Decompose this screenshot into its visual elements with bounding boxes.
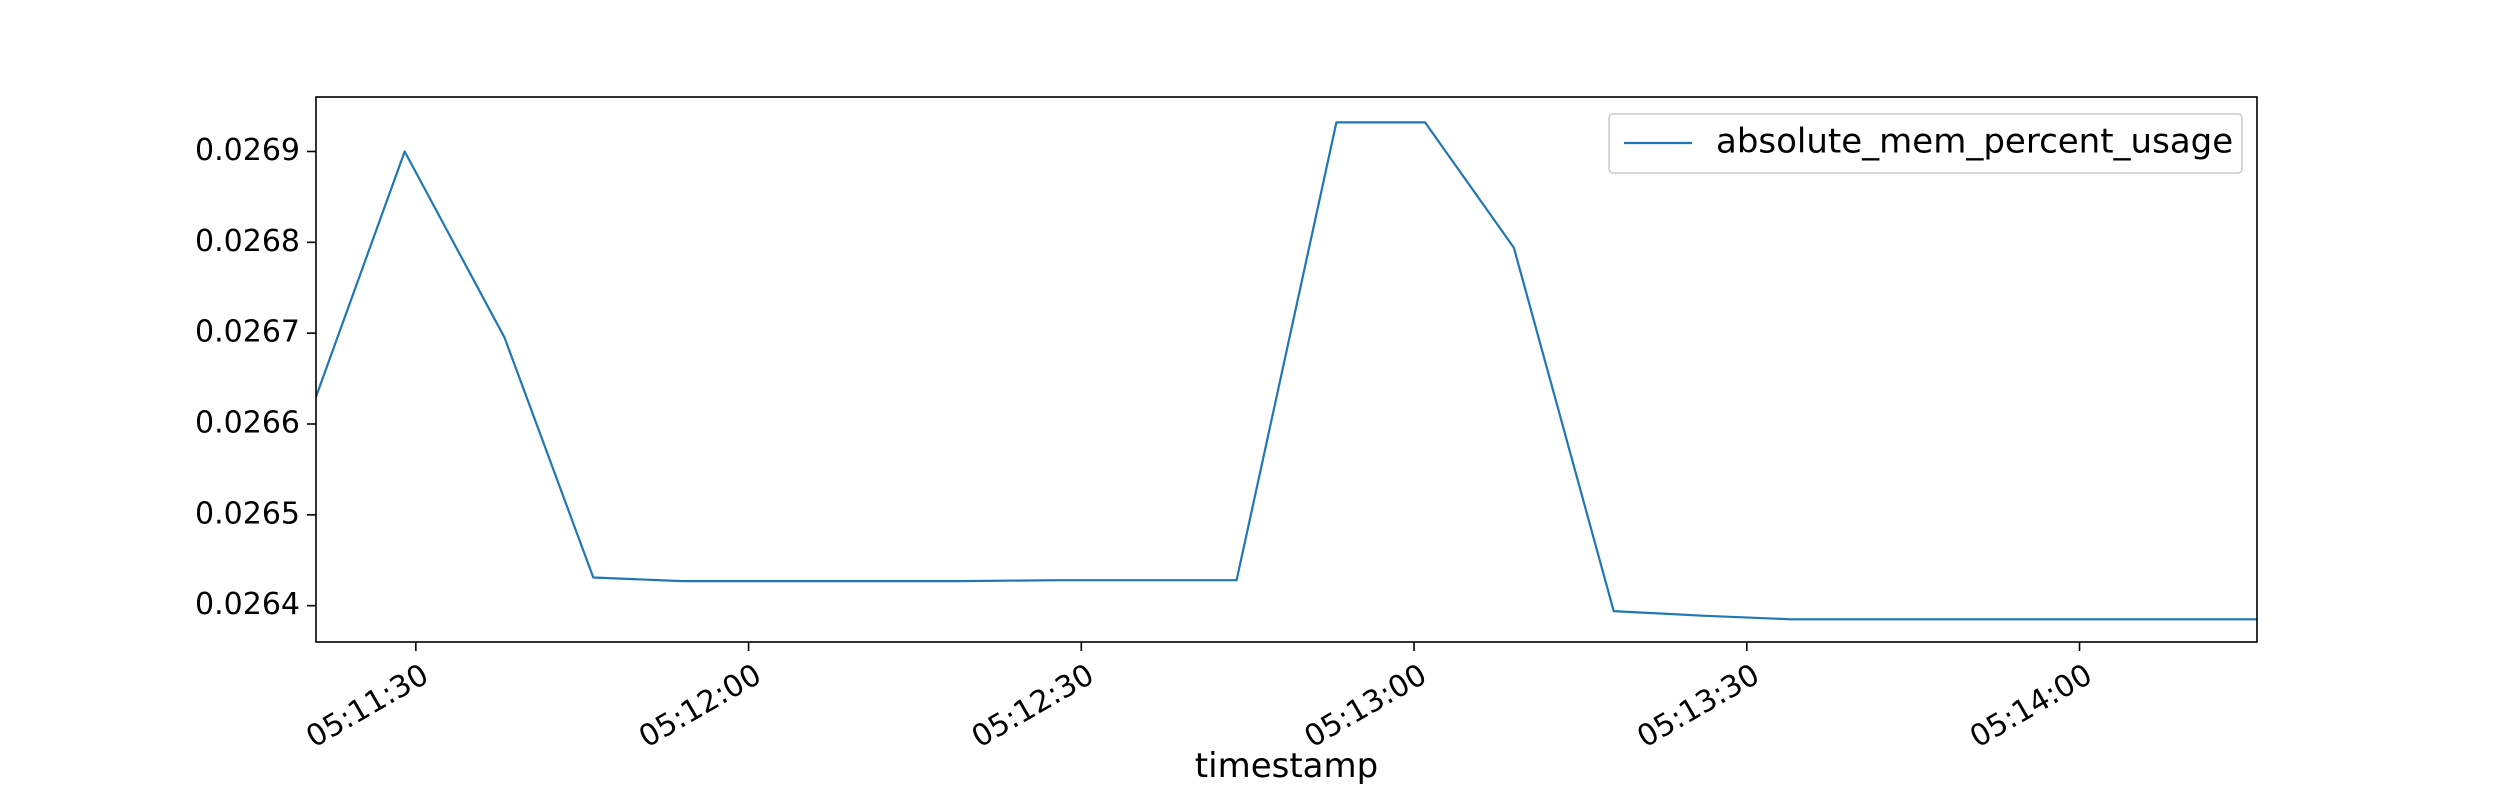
y-tick-label: 0.0264 bbox=[195, 587, 300, 622]
y-axis: 0.0264 0.0265 0.0266 0.0267 0.0268 0.0269 bbox=[195, 133, 316, 622]
legend: absolute_mem_percent_usage bbox=[1608, 113, 2243, 174]
y-tick-label: 0.0267 bbox=[195, 315, 300, 350]
y-tick-label: 0.0269 bbox=[195, 133, 300, 168]
y-tick-label: 0.0268 bbox=[195, 224, 300, 259]
legend-label: absolute_mem_percent_usage bbox=[1716, 122, 2233, 162]
y-tick-label: 0.0265 bbox=[195, 496, 300, 531]
x-axis-title: timestamp bbox=[1195, 746, 1378, 786]
plot-frame bbox=[315, 96, 2258, 643]
y-tick-label: 0.0266 bbox=[195, 406, 300, 441]
series-layer bbox=[316, 121, 2257, 621]
series-line bbox=[316, 121, 2257, 621]
legend-box bbox=[1608, 113, 2243, 174]
